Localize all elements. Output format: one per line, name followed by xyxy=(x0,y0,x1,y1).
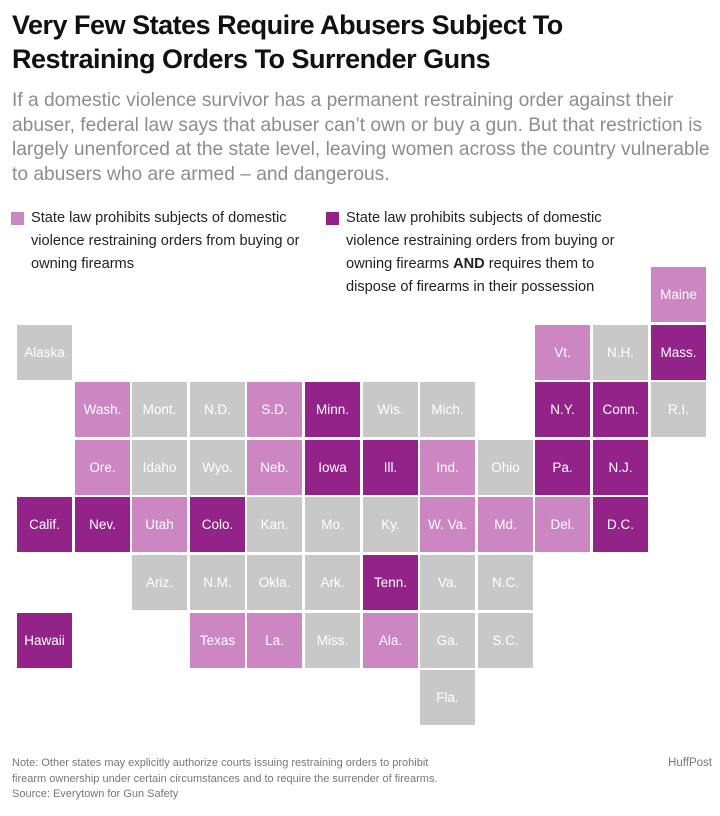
state-tile: S.D. xyxy=(247,382,302,437)
state-tile: Vt. xyxy=(535,325,590,380)
state-tile: La. xyxy=(247,613,302,668)
state-tile: Wash. xyxy=(75,382,130,437)
footnote-line-1: Note: Other states may explicitly author… xyxy=(12,757,429,769)
state-tile: Iowa xyxy=(305,440,360,495)
legend-text-bold: AND xyxy=(453,256,485,272)
state-tile: N.H. xyxy=(593,325,648,380)
state-tile: N.Y. xyxy=(535,382,590,437)
state-tile: Va. xyxy=(420,555,475,610)
state-tile: Pa. xyxy=(535,440,590,495)
state-tile: Miss. xyxy=(305,613,360,668)
legend-item-prohibits: State law prohibits subjects of domestic… xyxy=(11,207,311,276)
state-tile: Ohio xyxy=(478,440,533,495)
state-tile: Colo. xyxy=(190,497,245,552)
state-tile: Ark. xyxy=(305,555,360,610)
state-tile: N.M. xyxy=(190,555,245,610)
state-tile: R.I. xyxy=(651,382,706,437)
legend-label-prohibits: State law prohibits subjects of domestic… xyxy=(31,210,300,272)
footnote-line-2: firearm ownership under certain circumst… xyxy=(12,772,438,785)
state-tile: Minn. xyxy=(305,382,360,437)
state-tile: Kan. xyxy=(247,497,302,552)
state-tile: N.C. xyxy=(478,555,533,610)
state-tile: Ind. xyxy=(420,440,475,495)
state-tile: Ky. xyxy=(363,497,418,552)
state-tile: Alaska xyxy=(17,325,72,380)
chart-title: Very Few States Require Abusers Subject … xyxy=(12,10,563,74)
state-tile: Maine xyxy=(651,267,706,322)
state-tile: Nev. xyxy=(75,497,130,552)
state-tile: Texas xyxy=(190,613,245,668)
legend-swatch-light xyxy=(11,212,24,225)
state-tile: N.D. xyxy=(190,382,245,437)
state-tile: Neb. xyxy=(247,440,302,495)
state-tile: Utah xyxy=(132,497,187,552)
state-tile: Hawaii xyxy=(17,613,72,668)
state-tile: S.C. xyxy=(478,613,533,668)
state-tile: Ala. xyxy=(363,613,418,668)
state-tile: Ariz. xyxy=(132,555,187,610)
state-tile: N.J. xyxy=(593,440,648,495)
chart-subtitle: If a domestic violence survivor has a pe… xyxy=(12,90,710,185)
state-tile: Del. xyxy=(535,497,590,552)
state-tile: Mo. xyxy=(305,497,360,552)
legend-item-prohibits-and-disposes: State law prohibits subjects of domestic… xyxy=(326,207,636,299)
state-tile: Mich. xyxy=(420,382,475,437)
legend-label-prohibits-and-disposes: State law prohibits subjects of domestic… xyxy=(326,207,636,299)
legend-swatch-dark xyxy=(326,212,339,225)
state-tile: Tenn. xyxy=(363,555,418,610)
state-tile: W. Va. xyxy=(420,497,475,552)
state-tile: Ga. xyxy=(420,613,475,668)
state-tile: Wyo. xyxy=(190,440,245,495)
state-tile: D.C. xyxy=(593,497,648,552)
state-tile: Ore. xyxy=(75,440,130,495)
legend-text-part1: State law prohibits subjects of domestic… xyxy=(346,210,615,272)
state-tile: Okla. xyxy=(247,555,302,610)
state-tile: Wis. xyxy=(363,382,418,437)
state-tile: Md. xyxy=(478,497,533,552)
legend-text-part2: requires them to dispose of firearms in … xyxy=(346,256,595,295)
state-tile: Mass. xyxy=(651,325,706,380)
state-tile: Calif. xyxy=(17,497,72,552)
footnote: Note: Other states may explicitly author… xyxy=(12,756,572,803)
state-tile: Mont. xyxy=(132,382,187,437)
brand-credit: HuffPost xyxy=(668,757,712,769)
state-tile: Conn. xyxy=(593,382,648,437)
state-tile: Ill. xyxy=(363,440,418,495)
source-line: Source: Everytown for Gun Safety xyxy=(12,788,179,800)
state-tile: Idaho xyxy=(132,440,187,495)
state-tile: Fla. xyxy=(420,670,475,725)
